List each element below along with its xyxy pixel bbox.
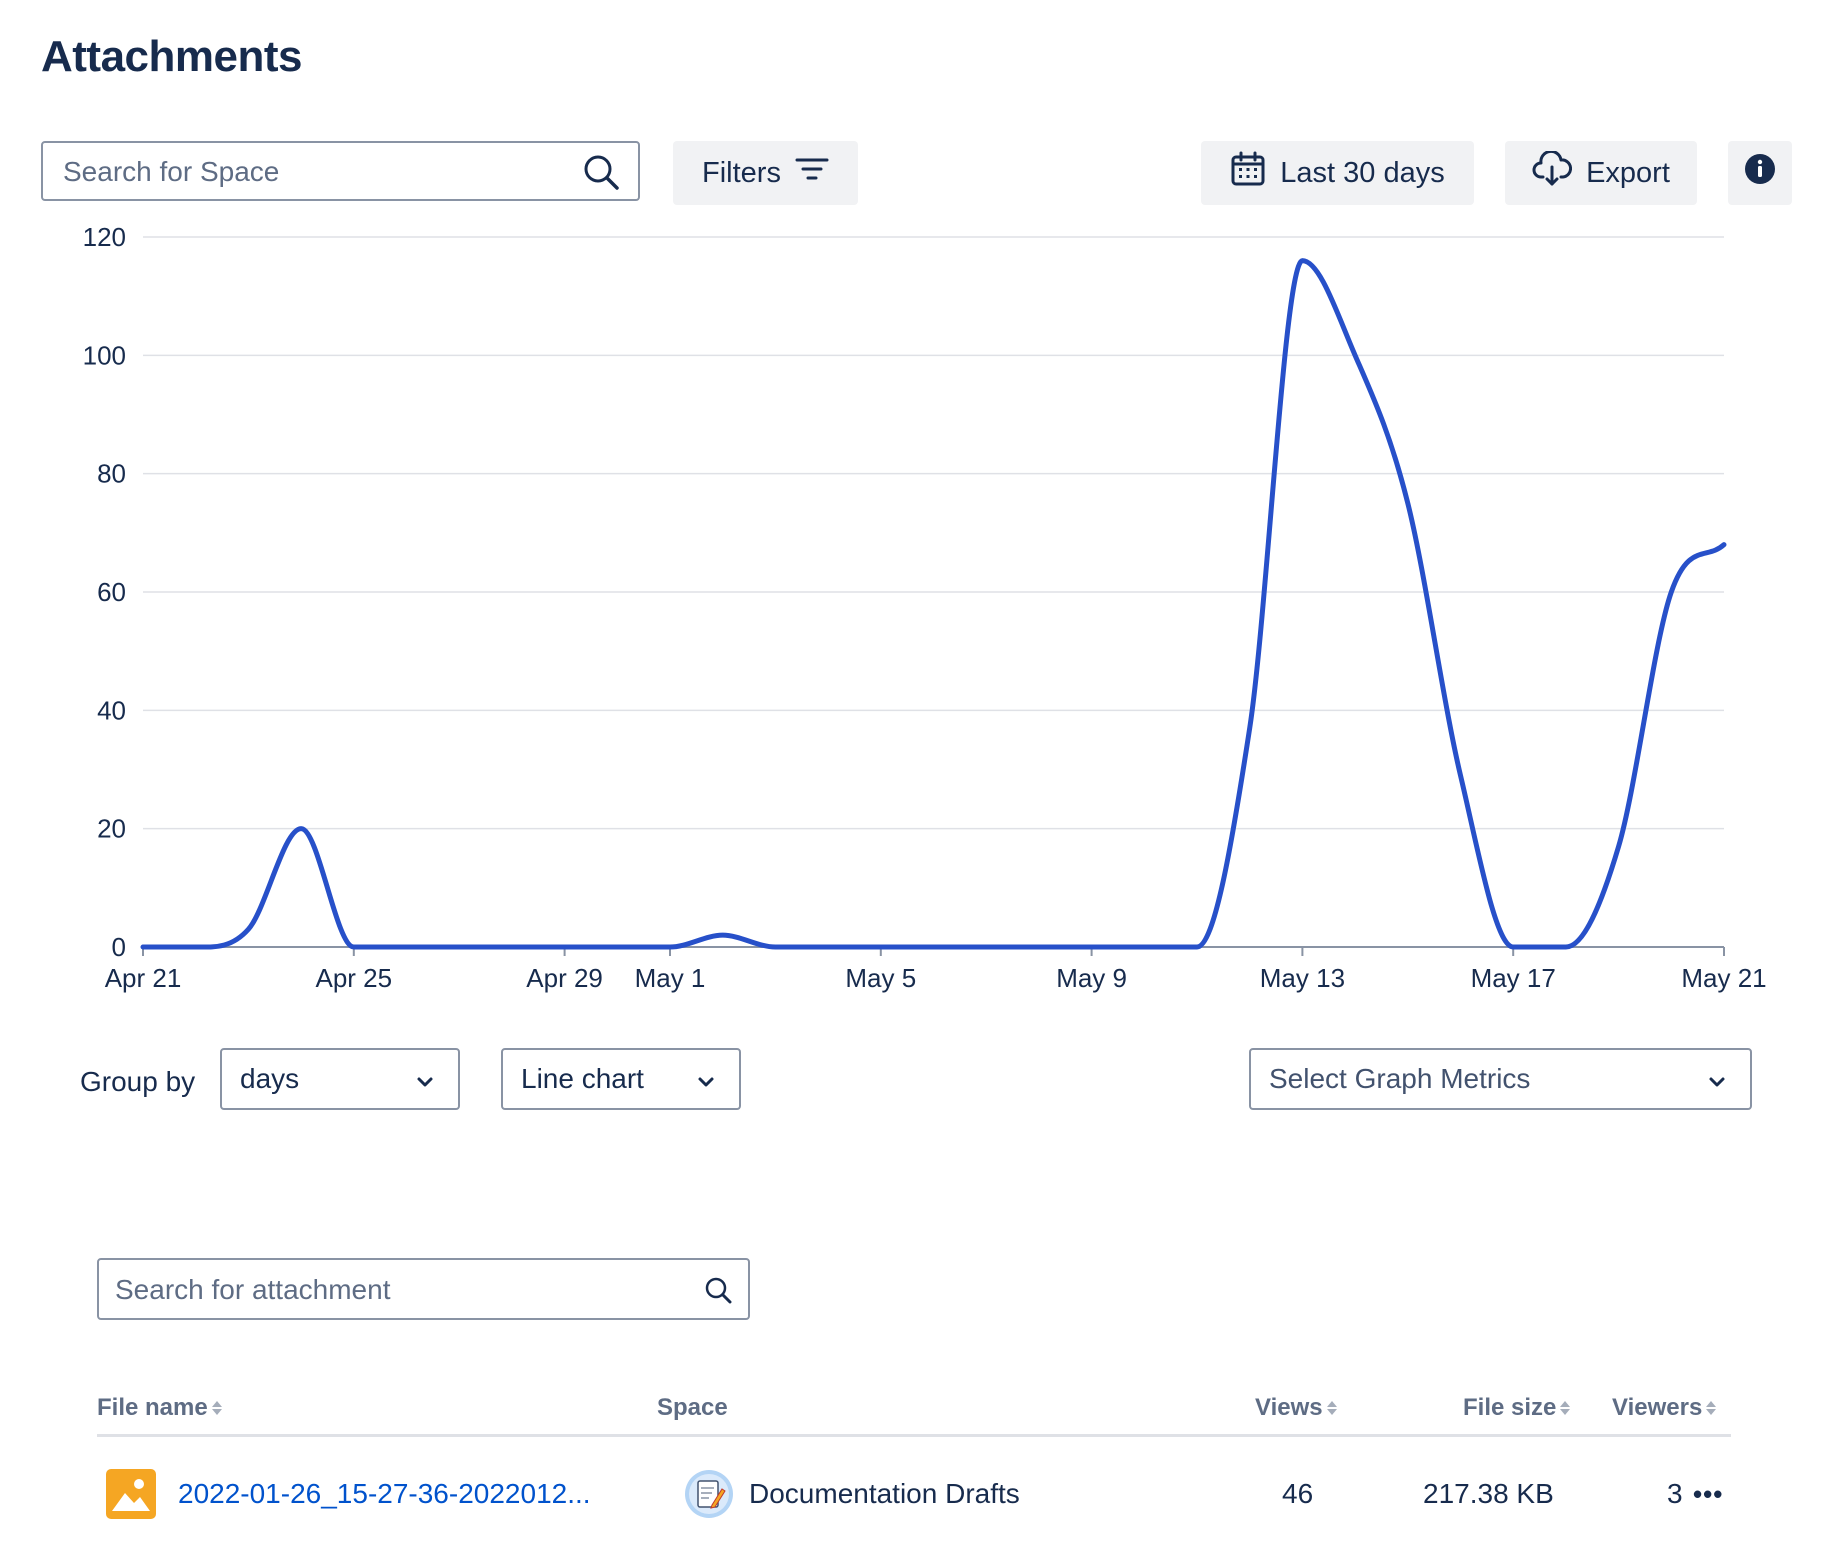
space-search-box[interactable]	[41, 141, 640, 201]
column-header-file-name[interactable]: File name	[97, 1394, 222, 1422]
space-search-input[interactable]	[61, 143, 541, 201]
chevron-down-icon	[697, 1063, 715, 1095]
column-label: File name	[97, 1394, 208, 1421]
date-range-label: Last 30 days	[1280, 156, 1445, 189]
x-tick-label: May 1	[635, 963, 706, 993]
x-tick-label: May 9	[1056, 963, 1127, 993]
chart-type-select[interactable]: Line chart	[501, 1048, 741, 1110]
table-row: 2022-01-26_15-27-36-2022012... Documenta…	[0, 1455, 1824, 1535]
y-tick-label: 40	[97, 695, 126, 725]
column-header-file-size[interactable]: File size	[1463, 1394, 1571, 1422]
column-header-views[interactable]: Views	[1255, 1394, 1337, 1422]
sort-icon	[211, 1401, 222, 1415]
column-label: Views	[1255, 1394, 1323, 1421]
x-tick-label: May 17	[1471, 963, 1556, 993]
page-title: Attachments	[41, 32, 303, 81]
image-file-icon	[106, 1469, 156, 1524]
column-label: Viewers	[1612, 1394, 1703, 1421]
space-link[interactable]: Documentation Drafts	[749, 1478, 1020, 1509]
y-tick-label: 120	[83, 222, 126, 252]
views-value: 46	[1282, 1478, 1314, 1509]
info-icon	[1744, 153, 1776, 193]
y-tick-label: 60	[97, 577, 126, 607]
table-header-divider	[97, 1434, 1731, 1437]
x-tick-label: Apr 29	[526, 963, 603, 993]
notepad-pencil-icon	[684, 1469, 734, 1524]
export-button[interactable]: Export	[1505, 141, 1697, 205]
viewers-value: 3	[1667, 1478, 1683, 1509]
file-size-value: 217.38 KB	[1423, 1478, 1554, 1509]
sort-icon	[1706, 1401, 1717, 1415]
column-header-space: Space	[657, 1394, 728, 1422]
graph-metrics-placeholder: Select Graph Metrics	[1269, 1063, 1531, 1094]
chevron-down-icon	[1708, 1063, 1726, 1095]
search-icon[interactable]	[704, 1276, 732, 1309]
x-tick-label: May 13	[1260, 963, 1345, 993]
date-range-button[interactable]: Last 30 days	[1201, 141, 1474, 205]
group-by-label: Group by	[80, 1066, 196, 1097]
y-tick-label: 100	[83, 340, 126, 370]
search-icon[interactable]	[582, 153, 620, 196]
column-header-viewers[interactable]: Viewers	[1612, 1394, 1717, 1422]
filters-label: Filters	[702, 156, 781, 189]
x-tick-label: Apr 21	[105, 963, 182, 993]
sort-icon	[1560, 1401, 1571, 1415]
calendar-icon	[1230, 151, 1266, 195]
x-tick-label: May 21	[1681, 963, 1766, 993]
filter-icon	[795, 156, 829, 190]
attachment-search-box[interactable]	[97, 1258, 750, 1320]
group-by-value: days	[240, 1063, 300, 1094]
filters-button[interactable]: Filters	[673, 141, 858, 205]
attachments-line-chart: 0 20 40 60 80 100 120 Apr 21 Apr 25 Apr 29 May 1 Ma…	[83, 222, 1767, 993]
y-tick-label: 80	[97, 459, 126, 489]
x-tick-label: May 5	[845, 963, 916, 993]
y-tick-label: 0	[112, 932, 126, 962]
group-by-select[interactable]: days	[220, 1048, 460, 1110]
y-tick-label: 20	[97, 814, 126, 844]
graph-metrics-select[interactable]: Select Graph Metrics	[1249, 1048, 1752, 1110]
chart-type-value: Line chart	[521, 1063, 644, 1094]
file-name-link[interactable]: 2022-01-26_15-27-36-2022012...	[178, 1478, 591, 1509]
info-button[interactable]	[1728, 141, 1792, 205]
export-label: Export	[1586, 156, 1670, 189]
more-horizontal-icon[interactable]: •••	[1693, 1479, 1724, 1509]
column-label: File size	[1463, 1394, 1557, 1421]
sort-icon	[1326, 1401, 1337, 1415]
chevron-down-icon	[416, 1063, 434, 1095]
x-tick-label: Apr 25	[315, 963, 392, 993]
attachment-search-input[interactable]	[113, 1260, 637, 1320]
column-label: Space	[657, 1394, 728, 1421]
series-line	[140, 258, 1727, 950]
cloud-download-icon	[1532, 149, 1573, 195]
